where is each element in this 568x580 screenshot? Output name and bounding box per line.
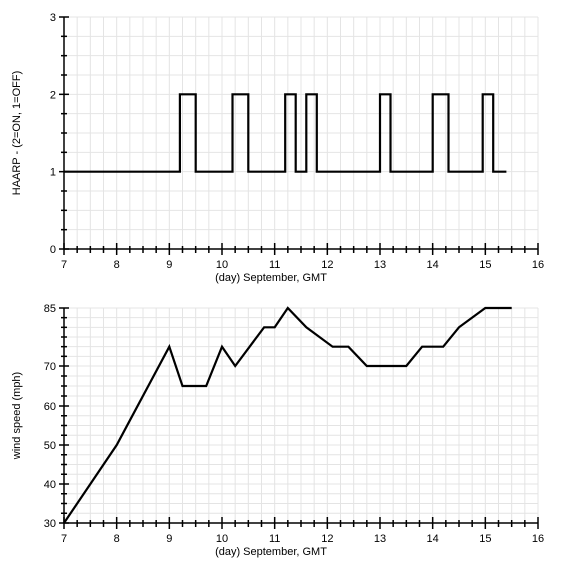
x-axis-title: (day) September, GMT	[215, 272, 327, 284]
series-line	[63, 306, 512, 524]
y-tick-label: 60	[44, 401, 56, 413]
x-tick-label: 8	[114, 533, 120, 545]
x-tick-label: 8	[114, 259, 120, 271]
x-tick-label: 14	[427, 259, 439, 271]
x-tick-label: 7	[61, 259, 67, 271]
x-tick-label: 10	[216, 259, 228, 271]
x-tick-label: 11	[269, 533, 280, 545]
y-tick-label: 30	[44, 518, 56, 530]
x-tick-label: 14	[427, 533, 439, 545]
x-tick-label: 13	[374, 259, 386, 271]
y-tick-label: 0	[50, 244, 56, 256]
x-tick-label: 15	[479, 259, 491, 271]
y-tick-label: 3	[50, 12, 56, 24]
y-tick-label: 2	[50, 89, 56, 101]
x-tick-label: 16	[532, 533, 544, 545]
y-tick-label: 1	[50, 167, 56, 179]
y-tick-label: 70	[44, 361, 56, 373]
y-tick-label: 50	[44, 440, 56, 452]
x-tick-label: 15	[479, 533, 491, 545]
x-tick-label: 13	[374, 533, 386, 545]
x-axis-title: (day) September, GMT	[215, 546, 327, 558]
x-tick-label: 9	[166, 533, 172, 545]
y-axis-title: wind speed (mph)	[11, 372, 23, 460]
x-tick-label: 12	[321, 533, 333, 545]
series-line	[64, 93, 507, 173]
y-axis-title: HAARP - (2=ON, 1=OFF)	[11, 71, 23, 196]
x-tick-label: 9	[166, 259, 172, 271]
x-tick-label: 10	[216, 533, 228, 545]
x-tick-label: 12	[321, 259, 333, 271]
wind-speed-chart: 7 8 9 10 11 12 13 14 15 16 30 40 50 60 70 85 (day) Septe…	[11, 303, 544, 558]
x-tick-label: 11	[269, 259, 280, 271]
y-tick-label: 40	[44, 479, 56, 491]
y-tick-label: 85	[44, 303, 56, 315]
x-tick-label: 16	[532, 259, 544, 271]
x-tick-label: 7	[61, 533, 67, 545]
